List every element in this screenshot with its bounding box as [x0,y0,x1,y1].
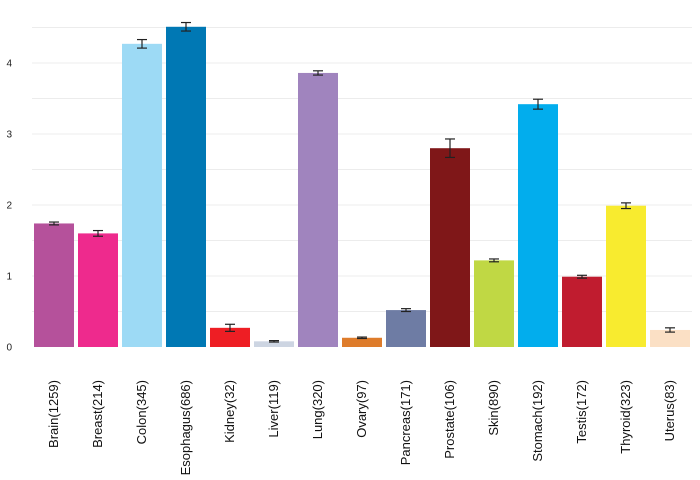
x-category-label: Ovary(97) [354,380,369,438]
y-tick-label: 0 [6,343,12,354]
x-category-label: Stomach(192) [530,380,545,462]
bar [166,26,206,347]
bar [386,310,426,347]
x-axis-category-labels: Brain(1259) Breast(214) Colon(345) Esophagu… [46,380,677,475]
error-bar [49,221,59,226]
y-tick-label: 2 [6,201,12,212]
error-bar [93,229,103,237]
y-tick-label: 3 [6,130,12,141]
bar [210,327,250,347]
bar [474,260,514,347]
x-category-label: Kidney(32) [222,380,237,443]
bar [518,104,558,348]
error-bar [357,336,367,340]
bar [34,223,74,347]
x-category-label: Colon(345) [134,380,149,444]
error-bar [445,138,455,159]
error-bar [269,340,279,343]
bar [650,329,690,347]
bars [34,26,690,348]
y-tick-label: 4 [6,59,12,70]
x-category-label: Esophagus(686) [178,380,193,475]
bar [122,43,162,347]
bar [254,341,294,347]
bar [606,205,646,347]
x-category-label: Skin(890) [486,380,501,436]
error-bar [313,70,323,76]
x-category-label: Breast(214) [90,380,105,448]
x-category-label: Prostate(106) [442,380,457,459]
y-axis-tick-labels: 0 1 2 3 4 [6,59,12,354]
error-bar [137,38,147,49]
error-bar [577,274,587,279]
bar [430,148,470,347]
bar [298,72,338,347]
x-category-label: Testis(172) [574,380,589,444]
x-category-label: Liver(119) [266,380,281,438]
x-category-label: Brain(1259) [46,380,61,448]
error-bar [533,98,543,110]
error-bar [225,323,235,332]
bar [562,276,602,347]
x-category-label: Thyroid(323) [618,380,633,454]
bar [78,233,118,347]
x-category-label: Uterus(83) [662,380,677,441]
error-bar [401,308,411,313]
error-bars [49,21,675,343]
x-category-label: Pancreas(171) [398,380,413,465]
error-bar [665,327,675,333]
error-bar [621,202,631,210]
error-bar [489,258,499,263]
error-bar [181,21,191,32]
y-tick-label: 1 [6,272,12,283]
x-category-label: Lung(320) [310,380,325,439]
bar [342,337,382,347]
